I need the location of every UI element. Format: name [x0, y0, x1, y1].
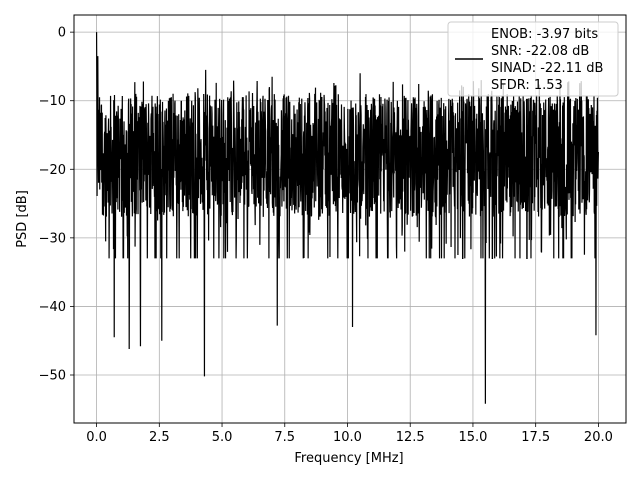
- x-tick-label: 2.5: [149, 430, 170, 445]
- x-tick-label: 12.5: [396, 430, 425, 445]
- legend-line-snr: SNR: -22.08 dB: [491, 44, 589, 59]
- series-layer: [95, 32, 599, 404]
- x-axis-ticks: 0.0 2.5 5.0 7.5 10.0 12.5 15.0 17.5 20.0: [86, 423, 613, 445]
- legend-line-sinad: SINAD: -22.11 dB: [491, 61, 603, 76]
- x-tick-label: 7.5: [274, 430, 295, 445]
- legend-line-enob: ENOB: -3.97 bits: [491, 27, 598, 42]
- psd-series-line: [95, 32, 599, 404]
- legend-box: [447, 21, 619, 97]
- y-tick-label: −30: [39, 231, 66, 246]
- x-tick-label: 10.0: [333, 430, 362, 445]
- y-axis-label: PSD [dB]: [15, 190, 30, 248]
- x-tick-label: 20.0: [584, 430, 613, 445]
- y-tick-label: −50: [39, 369, 66, 384]
- legend-line-sfdr: SFDR: 1.53: [491, 78, 563, 93]
- y-tick-label: −20: [39, 163, 66, 178]
- y-tick-label: −10: [39, 94, 66, 109]
- x-tick-label: 0.0: [86, 430, 107, 445]
- x-tick-label: 5.0: [212, 430, 233, 445]
- y-tick-label: −40: [39, 300, 66, 315]
- x-tick-label: 17.5: [521, 430, 550, 445]
- y-axis-ticks: 0 −10 −20 −30 −40 −50: [39, 26, 74, 384]
- x-axis-label: Frequency [MHz]: [294, 451, 403, 466]
- legend: ENOB: -3.97 bits SNR: -22.08 dB SINAD: -…: [447, 21, 619, 97]
- x-tick-label: 15.0: [458, 430, 487, 445]
- y-tick-label: 0: [58, 26, 66, 41]
- plot-frame: [73, 14, 627, 424]
